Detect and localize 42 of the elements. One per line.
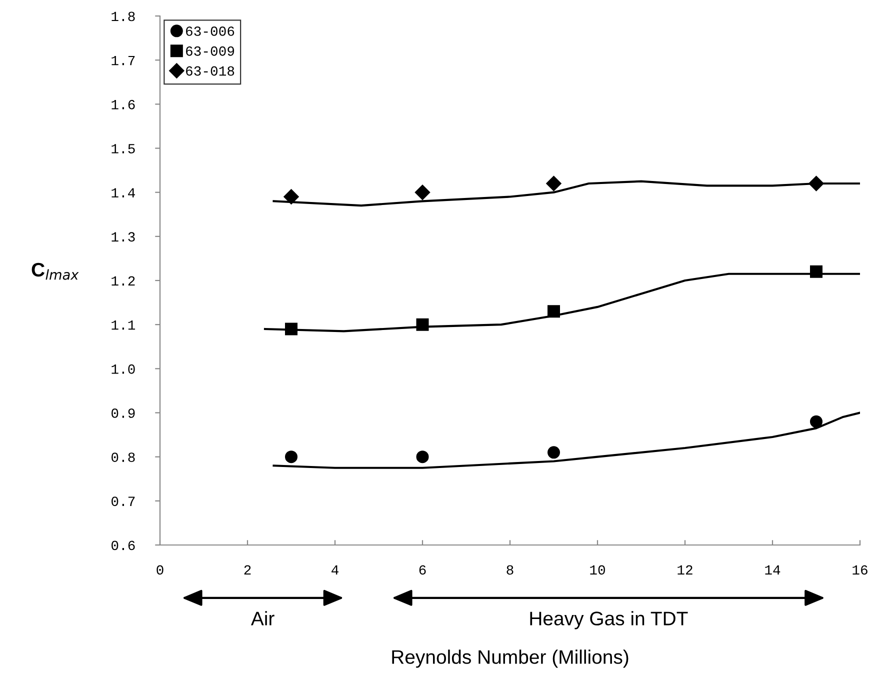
point: [285, 450, 298, 464]
text: Heavy Gas in TDT: [530, 611, 688, 630]
point: [416, 318, 429, 331]
x-tick-label: 2: [244, 565, 251, 575]
x-tick-label: 12: [678, 565, 692, 575]
text: Air: [250, 611, 274, 626]
point: [548, 305, 560, 318]
legend-label: 63-006: [186, 26, 234, 36]
y-tick-label: 1.1: [112, 320, 136, 330]
point: [546, 176, 562, 192]
point: [810, 415, 822, 428]
legend-label: 63-018: [186, 66, 234, 76]
y-tick-label: 0.6: [112, 540, 135, 550]
y-tick-label: 0.8: [112, 452, 135, 462]
point: [285, 322, 298, 336]
y-tick-label: 1.3: [112, 232, 135, 242]
y-tick-label: 1.2: [112, 276, 135, 286]
x-axis-title: Reynolds Number (Millions): [392, 650, 628, 668]
y-tick-label: 1.8: [112, 12, 135, 22]
x-tick-label: 16: [852, 565, 868, 575]
point: [548, 446, 560, 459]
y-tick-label: 1.4: [112, 188, 135, 198]
x-tick-label: 8: [506, 565, 514, 575]
legend-label: 63-009: [186, 46, 234, 56]
point: [416, 450, 429, 464]
y-tick-label: 1.5: [112, 144, 135, 154]
x-tick-label: 14: [765, 565, 780, 575]
y-axis-title: C$_{lmax}$: [32, 262, 79, 280]
point: [808, 176, 824, 192]
y-tick-label: 0.7: [112, 496, 135, 506]
x-tick-label: 6: [419, 565, 426, 575]
x-tick-label: 0: [156, 565, 164, 575]
y-tick-label: 1.0: [112, 364, 135, 374]
y-tick-label: 1.6: [112, 100, 135, 110]
y-tick-label: 1.7: [112, 56, 135, 66]
x-tick-label: 10: [590, 565, 605, 575]
point: [810, 265, 822, 278]
point: [284, 189, 299, 204]
y-tick-label: 0.9: [112, 408, 135, 418]
x-tick-label: 4: [332, 565, 338, 575]
line-series: [272, 412, 860, 469]
point: [414, 184, 430, 200]
